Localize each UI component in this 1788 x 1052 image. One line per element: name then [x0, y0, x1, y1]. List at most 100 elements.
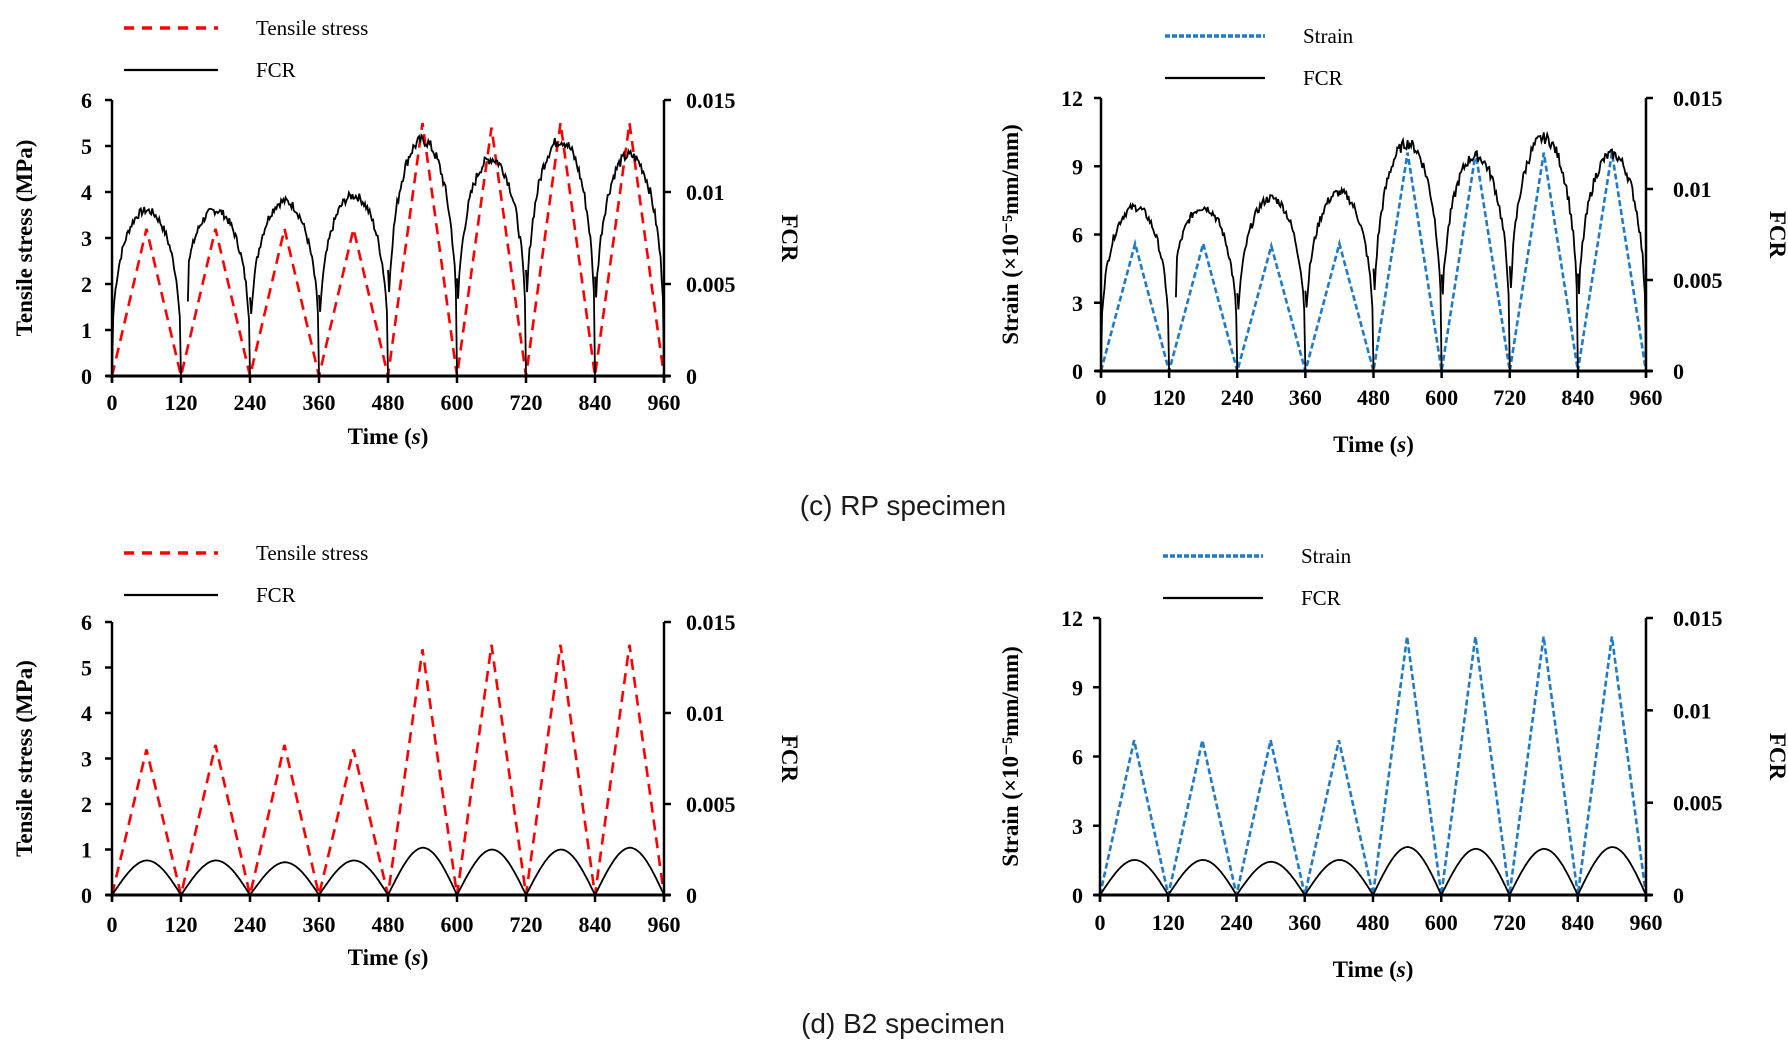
- right-y-axis-title: FCR: [1765, 211, 1788, 259]
- left-tick-label: 6: [81, 610, 92, 635]
- x-tick-label: 720: [510, 390, 543, 415]
- series-fcr-cycle-8: [1577, 148, 1647, 372]
- right-tick-label: 0.01: [686, 180, 725, 205]
- left-y-axis-title: Strain (×10⁻⁵mm/mm): [998, 646, 1023, 867]
- left-tick-label: 4: [81, 701, 92, 726]
- series-fcr-cycle-2: [1167, 858, 1238, 896]
- x-tick-label: 360: [303, 390, 336, 415]
- left-tick-label: 2: [81, 272, 92, 297]
- x-tick-label: 480: [1357, 385, 1390, 410]
- legend: Strain FCR: [1165, 24, 1354, 90]
- left-tick-label: 6: [81, 88, 92, 113]
- x-tick-label: 120: [165, 912, 198, 937]
- left-tick-label: 0: [81, 364, 92, 389]
- right-tick-label: 0.01: [1673, 177, 1712, 202]
- series-fcr-cycle-1: [111, 206, 182, 377]
- series-fcr-cycle-8: [594, 846, 665, 896]
- x-axis-title: Time (s): [348, 945, 429, 970]
- left-tick-label: 5: [81, 134, 92, 159]
- x-tick-label: 360: [1289, 385, 1322, 410]
- legend-label-tensile-stress: Tensile stress: [256, 16, 368, 40]
- series-fcr-cycle-2: [1175, 205, 1239, 372]
- series-fcr-cycle-6: [1440, 847, 1511, 896]
- x-tick-label: 600: [441, 390, 474, 415]
- x-tick-label: 720: [510, 912, 543, 937]
- series-fcr-cycle-3: [249, 195, 320, 377]
- caption-b2-specimen: (d) B2 specimen: [801, 1008, 1005, 1039]
- left-tick-label: 9: [1072, 675, 1083, 700]
- legend-label-fcr: FCR: [1301, 586, 1341, 610]
- left-tick-label: 9: [1072, 154, 1083, 179]
- series-fcr-cycle-6: [456, 848, 527, 896]
- series-fcr-cycle-3: [249, 861, 320, 896]
- left-tick-label: 1: [81, 318, 92, 343]
- series-fcr-cycle-4: [1304, 185, 1375, 372]
- series-fcr-cycle-7: [525, 848, 596, 896]
- series-fcr-cycle-1: [1099, 858, 1170, 896]
- right-tick-label: 0.015: [1673, 86, 1723, 111]
- caption-rp-specimen: (c) RP specimen: [800, 490, 1006, 521]
- series-fcr-cycle-5: [387, 846, 458, 896]
- series-fcr-cycle-5: [387, 132, 458, 377]
- series-tensile-stress-line: [110, 644, 666, 896]
- series-fcr-cycle-7: [525, 137, 596, 377]
- left-tick-label: 6: [1072, 223, 1083, 248]
- legend-label-strain: Strain: [1303, 24, 1354, 48]
- right-tick-label: 0.005: [1673, 268, 1723, 293]
- legend: Tensile stress FCR: [124, 16, 368, 82]
- x-tick-label: 960: [1630, 385, 1663, 410]
- left-tick-label: 3: [81, 226, 92, 251]
- x-tick-label: 600: [441, 912, 474, 937]
- chart-b2-stress: 0 1 2 3 4 5 6 0 0.005 0.01 0.015 0 120 240 360 480 600 72…: [12, 541, 802, 970]
- x-tick-label: 360: [303, 912, 336, 937]
- x-tick-label: 0: [1095, 910, 1106, 935]
- left-tick-label: 12: [1061, 606, 1083, 631]
- left-tick-label: 1: [81, 838, 92, 863]
- x-tick-label: 120: [165, 390, 198, 415]
- left-tick-label: 3: [1072, 814, 1083, 839]
- x-tick-label: 600: [1425, 910, 1458, 935]
- left-tick-label: 3: [81, 747, 92, 772]
- legend: Tensile stress FCR: [124, 541, 368, 607]
- left-tick-label: 12: [1061, 86, 1083, 111]
- right-y-axis-title: FCR: [1765, 733, 1788, 781]
- series-fcr-cycle-3: [1236, 194, 1307, 372]
- x-tick-label: 960: [1630, 910, 1663, 935]
- right-tick-label: 0.005: [686, 792, 736, 817]
- legend-label-fcr: FCR: [1303, 66, 1343, 90]
- x-axis-title: Time (s): [348, 424, 429, 449]
- series-fcr-cycle-7: [1508, 130, 1579, 372]
- x-tick-label: 600: [1425, 385, 1458, 410]
- x-tick-label: 480: [372, 912, 405, 937]
- series-fcr-cycle-5: [1372, 846, 1443, 896]
- right-tick-label: 0.005: [1673, 791, 1723, 816]
- x-tick-label: 960: [648, 912, 681, 937]
- x-tick-label: 960: [648, 390, 681, 415]
- x-axis-title: Time (s): [1333, 432, 1414, 457]
- series-fcr-cycle-1: [1100, 201, 1170, 372]
- legend-label-fcr: FCR: [256, 583, 296, 607]
- x-tick-label: 240: [1221, 385, 1254, 410]
- x-tick-label: 720: [1493, 385, 1526, 410]
- right-tick-label: 0: [686, 364, 697, 389]
- left-tick-label: 0: [1072, 883, 1083, 908]
- series-fcr-cycle-7: [1508, 847, 1579, 896]
- series-fcr-cycle-8: [1576, 846, 1647, 896]
- left-y-axis-title: Tensile stress (MPa): [12, 140, 37, 337]
- left-tick-label: 5: [81, 656, 92, 681]
- x-tick-label: 240: [234, 390, 267, 415]
- x-tick-label: 840: [1561, 910, 1594, 935]
- right-tick-label: 0.005: [686, 272, 736, 297]
- right-y-axis-title: FCR: [777, 735, 802, 783]
- legend-label-fcr: FCR: [256, 58, 296, 82]
- x-tick-label: 840: [579, 912, 612, 937]
- x-tick-label: 0: [1096, 385, 1107, 410]
- right-tick-label: 0.01: [686, 701, 725, 726]
- left-y-axis-title: Tensile stress (MPa): [12, 660, 37, 857]
- x-tick-label: 120: [1153, 385, 1186, 410]
- x-axis-title: Time (s): [1333, 957, 1414, 982]
- x-tick-label: 240: [234, 912, 267, 937]
- x-tick-label: 360: [1288, 910, 1321, 935]
